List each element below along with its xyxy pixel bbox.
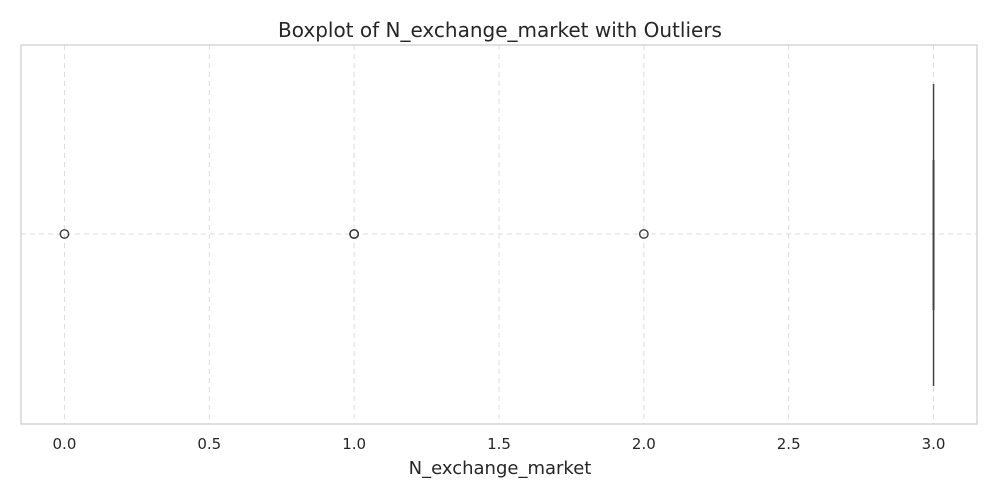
outlier-point	[59, 229, 70, 239]
x-tick-label: 0.5	[197, 435, 221, 453]
x-axis-label: N_exchange_market	[409, 458, 592, 479]
x-tick-label: 2.5	[777, 435, 801, 453]
chart-title: Boxplot of N_exchange_market with Outlie…	[278, 18, 722, 42]
outlier-point	[638, 229, 649, 239]
x-tick-label: 0.0	[53, 435, 77, 453]
x-tick-label: 3.0	[922, 435, 946, 453]
grid-layer	[21, 45, 977, 424]
outlier-point	[349, 229, 360, 239]
x-tick-label: 2.0	[632, 435, 656, 453]
x-tick-label: 1.5	[487, 435, 511, 453]
x-tick-label: 1.0	[342, 435, 366, 453]
plot-area-frame	[20, 44, 978, 425]
outlier-layer	[59, 229, 649, 239]
x-tick-labels: 0.0 0.5 1.0 1.5 2.0 2.5 3.0	[53, 435, 946, 453]
